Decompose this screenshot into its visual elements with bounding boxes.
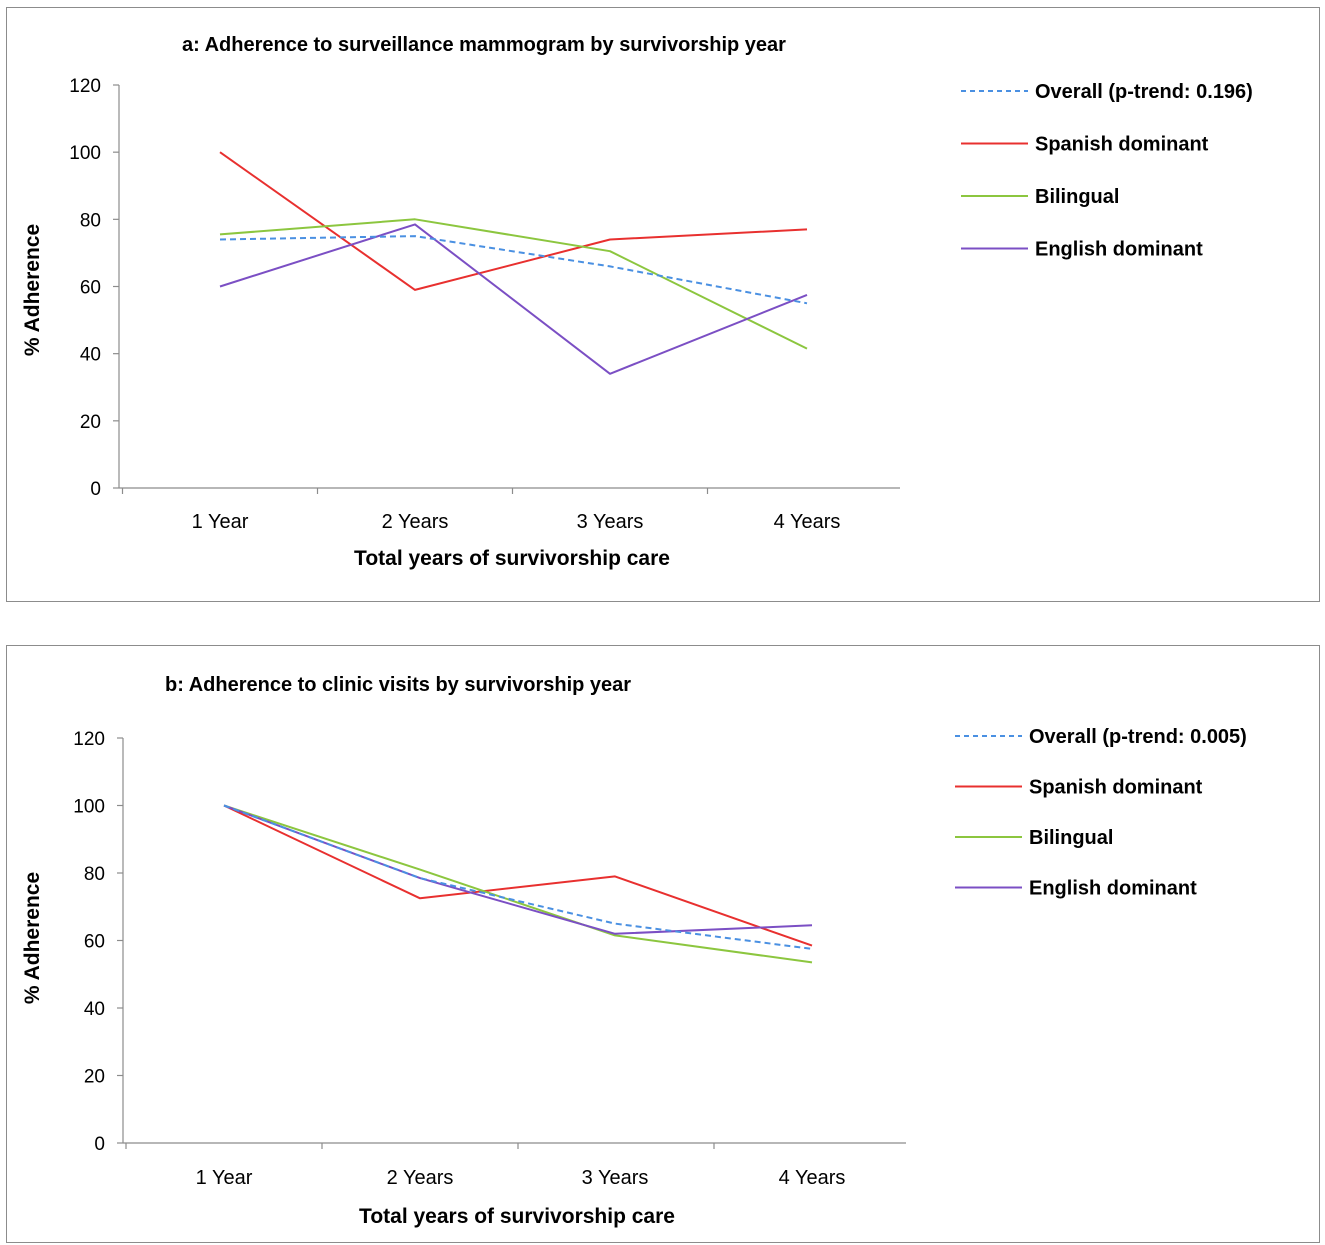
chart-b-svg: b: Adherence to clinic visits by survivo… bbox=[21, 674, 1247, 1228]
x-tick-label: 4 Years bbox=[774, 511, 841, 533]
y-tick-label: 20 bbox=[84, 1067, 105, 1088]
y-tick-label: 0 bbox=[94, 1134, 105, 1155]
chart-title-b: b: Adherence to clinic visits by survivo… bbox=[165, 674, 631, 696]
y-tick-label: 100 bbox=[73, 797, 105, 818]
series-line-overall bbox=[219, 235, 808, 305]
chart-panel-a: a: Adherence to surveillance mammogram b… bbox=[6, 7, 1320, 602]
legend-label: Spanish dominant bbox=[1029, 777, 1203, 799]
y-tick-label: 0 bbox=[90, 479, 101, 500]
y-tick-label: 40 bbox=[80, 345, 101, 366]
chart-panel-b: b: Adherence to clinic visits by survivo… bbox=[6, 645, 1320, 1243]
x-tick-label: 2 Years bbox=[387, 1167, 454, 1189]
x-tick-label: 2 Years bbox=[382, 511, 449, 533]
x-tick-label: 3 Years bbox=[582, 1167, 649, 1189]
y-tick-label: 40 bbox=[84, 999, 105, 1020]
legend-label: English dominant bbox=[1029, 878, 1197, 900]
chart-a-svg: a: Adherence to surveillance mammogram b… bbox=[21, 34, 1253, 570]
x-tick-label: 1 Year bbox=[192, 511, 249, 533]
series-line-bilingual bbox=[223, 804, 813, 964]
y-axis-title: % Adherence bbox=[21, 224, 44, 356]
legend-label: English dominant bbox=[1035, 239, 1203, 261]
series-line-english bbox=[219, 223, 808, 375]
chart-title-a: a: Adherence to surveillance mammogram b… bbox=[182, 34, 786, 56]
series-line-spanish bbox=[219, 151, 808, 291]
legend-label: Spanish dominant bbox=[1035, 134, 1209, 156]
y-tick-label: 20 bbox=[80, 412, 101, 433]
y-axis-title: % Adherence bbox=[21, 872, 44, 1004]
y-tick-label: 100 bbox=[69, 143, 101, 164]
series-line-spanish bbox=[223, 804, 813, 947]
legend-label: Overall (p-trend: 0.005) bbox=[1029, 726, 1247, 748]
series-line-overall bbox=[223, 804, 813, 950]
y-tick-label: 120 bbox=[69, 76, 101, 97]
y-tick-label: 80 bbox=[84, 864, 105, 885]
y-tick-label: 120 bbox=[73, 729, 105, 750]
y-tick-label: 60 bbox=[80, 278, 101, 299]
legend-label: Overall (p-trend: 0.196) bbox=[1035, 81, 1253, 103]
x-tick-label: 3 Years bbox=[577, 511, 644, 533]
series-line-bilingual bbox=[219, 218, 808, 350]
y-tick-label: 60 bbox=[84, 932, 105, 953]
legend-label: Bilingual bbox=[1035, 186, 1119, 208]
x-axis-title: Total years of survivorship care bbox=[359, 1205, 675, 1228]
x-tick-label: 1 Year bbox=[196, 1167, 253, 1189]
x-tick-label: 4 Years bbox=[779, 1167, 846, 1189]
legend-label: Bilingual bbox=[1029, 827, 1113, 849]
x-axis-title: Total years of survivorship care bbox=[354, 547, 670, 570]
y-tick-label: 80 bbox=[80, 210, 101, 231]
